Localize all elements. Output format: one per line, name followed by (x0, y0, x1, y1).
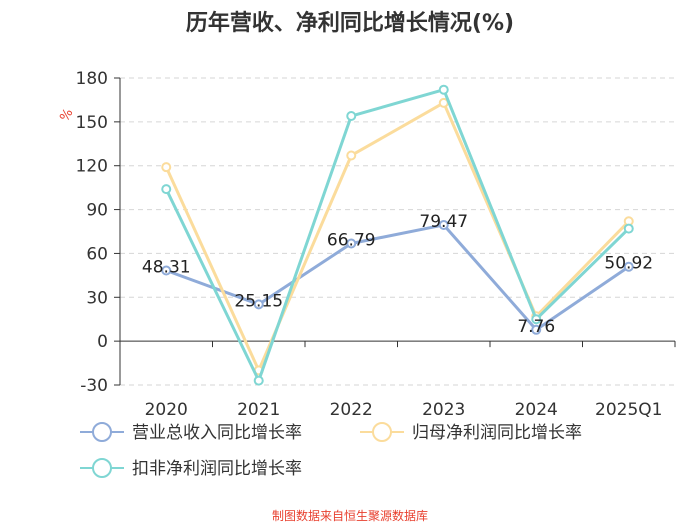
legend-swatch-marker (92, 422, 112, 442)
y-tick-label: 150 (76, 113, 108, 133)
data-point[interactable] (346, 111, 357, 122)
x-tick-label: 2022 (330, 400, 373, 420)
series-line-2 (164, 101, 630, 372)
data-point[interactable] (623, 261, 634, 272)
legend-item-2[interactable]: 归母净利润同比增长率 (360, 422, 582, 443)
grid-lines (120, 77, 675, 386)
series-line-3 (164, 88, 630, 383)
legend-item-3[interactable]: 扣非净利润同比增长率 (80, 458, 302, 479)
data-point[interactable] (438, 219, 449, 230)
series-line-1 (165, 223, 630, 332)
data-label: 25.15 (234, 291, 283, 311)
data-point[interactable] (531, 314, 542, 325)
data-label: 50.92 (604, 254, 653, 274)
x-tick-label: 2020 (145, 400, 188, 420)
data-label: 79.47 (419, 212, 468, 232)
y-tick-label: 90 (86, 201, 108, 221)
source-note: 制图数据来自恒生聚源数据库 (272, 508, 428, 523)
data-label: 7.76 (517, 317, 555, 337)
legend-item-1[interactable]: 营业总收入同比增长率 (80, 422, 302, 443)
legend-swatch-marker (372, 422, 392, 442)
y-tick-label: 30 (86, 288, 108, 308)
data-point[interactable] (253, 299, 264, 310)
legend-swatch-marker (92, 458, 112, 478)
axes: -30 0 30 60 90 120 150 180 2020 2021 2022 2023 2024 2… (76, 69, 676, 420)
y-axis-unit-label: % (57, 106, 76, 124)
y-tick-label: 120 (76, 157, 108, 177)
data-labels: 48.31 25.15 66.79 79.47 7.76 50.92 (142, 212, 653, 337)
data-point[interactable] (161, 162, 172, 173)
x-tick-label: 2023 (422, 400, 465, 420)
data-point[interactable] (253, 375, 264, 386)
x-tick-label: 2021 (237, 400, 280, 420)
data-point[interactable] (346, 238, 357, 249)
data-point[interactable] (438, 84, 449, 95)
y-tick-label: 0 (97, 332, 108, 352)
legend-label: 营业总收入同比增长率 (132, 423, 302, 443)
legend-label: 归母净利润同比增长率 (412, 423, 582, 443)
y-tick-label: -30 (80, 376, 108, 396)
data-point[interactable] (161, 265, 172, 276)
y-tick-label: 180 (76, 69, 108, 89)
series-lines (161, 84, 634, 386)
data-point[interactable] (346, 150, 357, 161)
x-tick-label: 2024 (515, 400, 558, 420)
data-point[interactable] (531, 324, 542, 335)
x-tick-label: 2025Q1 (595, 400, 662, 420)
data-point[interactable] (623, 223, 634, 234)
y-tick-label: 60 (86, 244, 108, 264)
data-label: 66.79 (327, 231, 376, 251)
data-point[interactable] (161, 184, 172, 195)
chart-title: 历年营收、净利同比增长情况(%) (186, 10, 514, 36)
legend-label: 扣非净利润同比增长率 (132, 459, 302, 479)
data-label: 48.31 (142, 258, 191, 278)
